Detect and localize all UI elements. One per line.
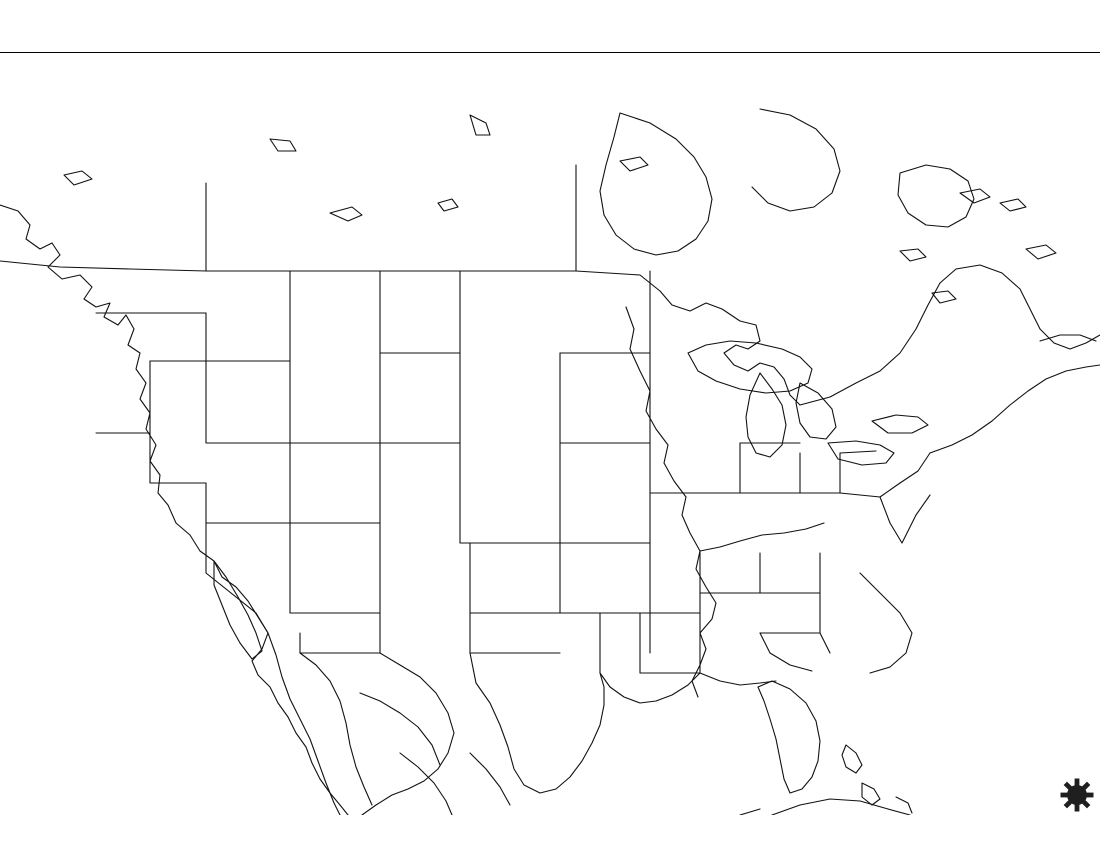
- colorbar-tick-labels: [0, 815, 1100, 835]
- temperature-field-canvas: [0, 53, 1100, 815]
- pivotal-weather-watermark: [1060, 761, 1094, 815]
- map-panel[interactable]: [0, 52, 1100, 815]
- colorbar[interactable]: [0, 815, 1100, 850]
- colorbar-gradient[interactable]: [10, 835, 1090, 849]
- gear-icon: [1060, 778, 1094, 812]
- map-geography-overlay: [0, 108, 1100, 815]
- map-header: [0, 0, 1100, 52]
